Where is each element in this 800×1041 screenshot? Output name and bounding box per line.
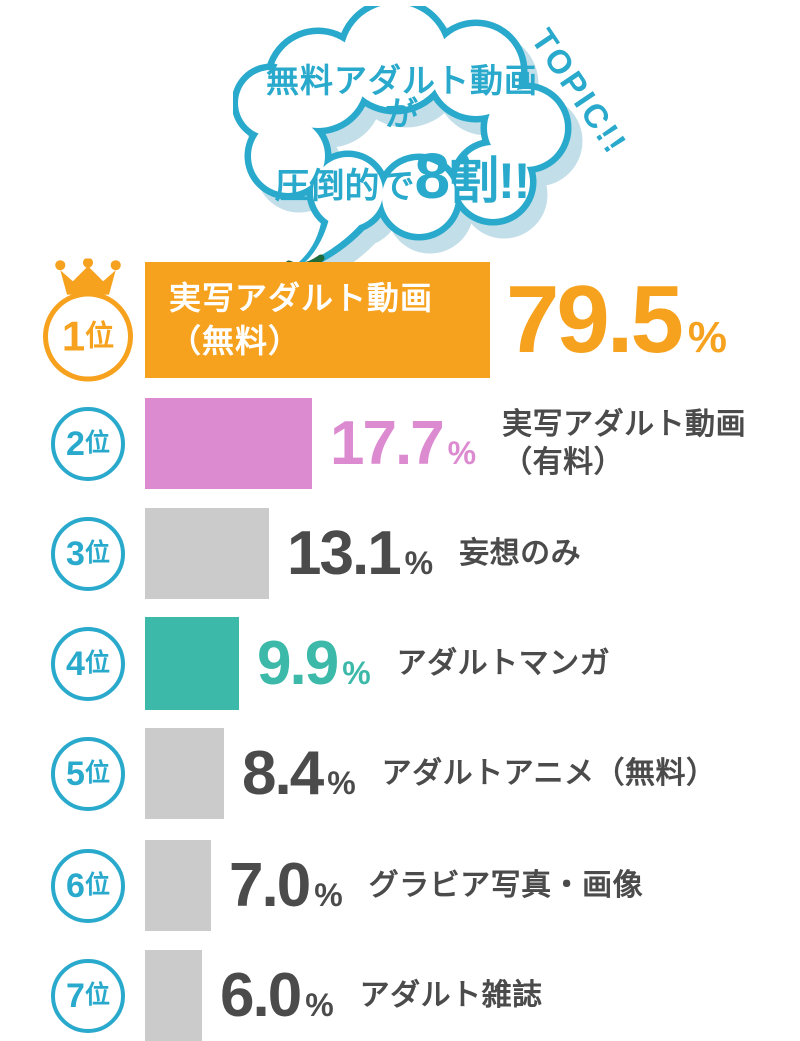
category-label: 実写アダルト動画 （有料） (502, 408, 747, 479)
rank-suffix: 位 (84, 649, 110, 677)
value-number: 13.1 (287, 518, 402, 588)
bubble-line1: 無料アダルト動画が (266, 62, 538, 132)
bubble-line2-rest: 割!! (449, 153, 530, 209)
category-label: アダルトマンガ (396, 646, 611, 680)
value: 79.5% (506, 272, 727, 368)
bar (145, 398, 312, 489)
bar (145, 840, 211, 931)
value-number: 6.0 (220, 960, 302, 1030)
rank-number: 7 (66, 976, 85, 1015)
value-number: 8.4 (242, 738, 324, 808)
bar (145, 728, 224, 819)
rank-suffix: 位 (84, 539, 110, 567)
value: 7.0% (229, 850, 343, 920)
ranking-row-3: 3 位 13.1% 妄想のみ (0, 508, 800, 599)
rank-number: 2 (66, 424, 85, 463)
ranking-row-1: 1 位実写アダルト動画 （無料） 79.5% (0, 258, 800, 382)
value: 17.7% (330, 408, 477, 478)
category-label: 妄想のみ (459, 536, 582, 570)
rank-number: 1 (61, 312, 86, 360)
value-unit: % (314, 876, 343, 913)
value-unit: % (404, 544, 434, 581)
value-number: 7.0 (229, 850, 311, 920)
value-unit: % (327, 764, 356, 801)
crown-icon (55, 258, 121, 295)
value: 13.1% (287, 518, 434, 588)
value: 9.9% (257, 628, 371, 698)
value-number: 9.9 (257, 628, 339, 698)
ranking-row-2: 2 位 17.7% 実写アダルト動画 （有料） (0, 398, 800, 489)
ranking-row-6: 6 位 7.0% グラビア写真・画像 (0, 840, 800, 931)
bar (145, 950, 202, 1041)
bar-label: 実写アダルト動画 （無料） (169, 279, 434, 359)
value: 6.0% (220, 960, 334, 1030)
rank-suffix: 位 (84, 871, 110, 899)
rank-number: 6 (66, 866, 85, 905)
rank-suffix: 位 (85, 320, 115, 352)
value-unit: % (342, 654, 371, 691)
category-label: グラビア写真・画像 (368, 868, 644, 902)
ranking-row-5: 5 位 8.4% アダルトアニメ（無料） (0, 728, 800, 819)
rank-number: 5 (66, 754, 85, 793)
value-unit: % (447, 434, 477, 471)
bar (145, 508, 269, 599)
value-unit: % (687, 313, 727, 362)
ranking-row-4: 4 位 9.9% アダルトマンガ (0, 617, 800, 710)
rank-suffix: 位 (84, 759, 110, 787)
bubble-line2: 圧倒的で 8 割!! (251, 144, 553, 208)
bubble-text: 無料アダルト動画が 圧倒的で 8 割!! (251, 64, 553, 208)
value-number: 79.5 (506, 266, 684, 373)
rank-suffix: 位 (84, 981, 110, 1009)
topic-bubble: 無料アダルト動画が 圧倒的で 8 割!! TOPIC!! (233, 6, 635, 278)
value-number: 17.7 (330, 408, 445, 478)
rank-number: 3 (66, 534, 85, 573)
category-label: アダルトアニメ（無料） (381, 756, 717, 790)
ranking-row-7: 7 位 6.0% アダルト雑誌 (0, 950, 800, 1041)
value: 8.4% (242, 738, 356, 808)
category-label: アダルト雑誌 (359, 978, 543, 1012)
bubble-line2-number: 8 (414, 140, 451, 212)
bar: 実写アダルト動画 （無料） (145, 262, 490, 378)
bar (145, 617, 239, 710)
rank-number: 4 (66, 644, 85, 683)
bubble-line2-normal: 圧倒的で (274, 167, 415, 206)
speech-bubble-cloud-icon (233, 6, 572, 274)
value-unit: % (305, 986, 334, 1023)
rank-suffix: 位 (84, 429, 110, 457)
